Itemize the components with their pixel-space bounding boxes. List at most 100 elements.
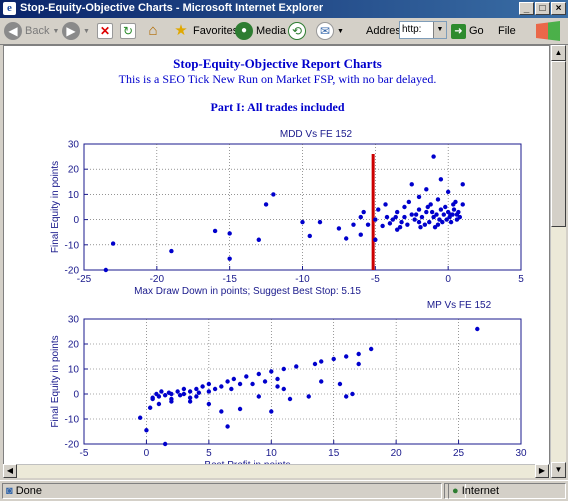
back-dropdown-icon[interactable]: ▼ <box>52 28 59 35</box>
data-point <box>446 190 450 194</box>
data-point <box>227 256 231 260</box>
data-point <box>257 238 261 242</box>
data-point <box>250 382 254 386</box>
data-point <box>436 197 440 201</box>
x-tick-label: 30 <box>515 448 527 459</box>
stop-button[interactable]: ✕ <box>97 21 116 41</box>
horizontal-scrollbar[interactable]: ◀ ▶ <box>3 464 550 478</box>
data-point <box>169 249 173 253</box>
data-point <box>399 220 403 224</box>
x-axis-label: Max Draw Down in points; Suggest Best St… <box>134 286 361 297</box>
data-point <box>307 394 311 398</box>
go-button[interactable]: ➜ Go <box>451 21 484 41</box>
y-tick-label: -20 <box>65 440 80 451</box>
data-point <box>373 238 377 242</box>
data-point <box>443 205 447 209</box>
data-point <box>225 379 229 383</box>
go-label: Go <box>469 25 484 37</box>
data-point <box>294 364 298 368</box>
data-point <box>332 357 336 361</box>
close-button[interactable]: × <box>551 2 566 15</box>
data-point <box>225 424 229 428</box>
data-point <box>154 392 158 396</box>
scroll-thumb[interactable] <box>551 61 566 227</box>
scroll-left-button[interactable]: ◀ <box>3 464 17 478</box>
data-point <box>359 233 363 237</box>
scroll-up-button[interactable]: ▲ <box>551 45 566 61</box>
forward-arrow-icon: ▶ <box>62 22 80 40</box>
chart-title: MDD Vs FE 152 <box>280 129 353 140</box>
data-point <box>169 399 173 403</box>
data-point <box>418 225 422 229</box>
address-input[interactable]: http: ▼ <box>399 21 447 39</box>
data-point <box>319 359 323 363</box>
y-tick-label: -10 <box>65 240 80 251</box>
data-point <box>282 387 286 391</box>
y-axis-label: Final Equity in points <box>50 335 61 427</box>
file-menu[interactable]: File <box>498 21 516 41</box>
data-point <box>257 372 261 376</box>
y-tick-label: 10 <box>68 190 80 201</box>
data-point <box>238 382 242 386</box>
data-point <box>157 402 161 406</box>
data-point <box>359 215 363 219</box>
data-point <box>319 379 323 383</box>
window-title-bar: e Stop-Equity-Objective Charts - Microso… <box>0 0 568 18</box>
data-point <box>178 393 182 397</box>
scroll-right-button[interactable]: ▶ <box>535 464 549 478</box>
data-point <box>269 369 273 373</box>
data-point <box>475 327 479 331</box>
refresh-icon: ↻ <box>120 23 136 39</box>
data-point <box>439 177 443 181</box>
y-tick-label: 0 <box>73 215 79 226</box>
data-point <box>197 391 201 395</box>
history-button[interactable]: ⟲ <box>288 21 309 41</box>
data-point <box>417 220 421 224</box>
data-point <box>104 268 108 272</box>
data-point <box>144 428 148 432</box>
data-point <box>424 187 428 191</box>
data-point <box>227 231 231 235</box>
data-point <box>337 226 341 230</box>
back-label: Back <box>25 25 49 37</box>
forward-button[interactable]: ▶ ▼ <box>62 21 90 41</box>
data-point <box>344 394 348 398</box>
x-tick-label: 25 <box>453 448 465 459</box>
zone-pane: ● Internet <box>448 483 566 499</box>
mail-button[interactable]: ✉ ▼ <box>316 21 344 41</box>
data-point <box>188 399 192 403</box>
mail-dropdown-icon[interactable]: ▼ <box>337 28 344 35</box>
address-dropdown-icon[interactable]: ▼ <box>433 22 446 38</box>
data-point <box>461 202 465 206</box>
data-point <box>395 210 399 214</box>
forward-dropdown-icon[interactable]: ▼ <box>83 28 90 35</box>
maximize-button[interactable]: □ <box>535 2 550 15</box>
y-tick-label: -10 <box>65 415 80 426</box>
chart-0: -25 -20 -15 -10 -5 0 5-20-100102030MDD Vs FE 1… <box>50 129 524 297</box>
windows-logo-icon <box>536 21 560 41</box>
home-button[interactable]: ⌂ <box>144 21 165 41</box>
data-point <box>369 347 373 351</box>
data-point <box>410 212 414 216</box>
favorites-button[interactable]: ★ Favorites <box>172 21 238 41</box>
data-point <box>410 182 414 186</box>
refresh-button[interactable]: ↻ <box>120 21 139 41</box>
vertical-scrollbar[interactable]: ▲ ▼ <box>550 45 566 478</box>
x-tick-label: -5 <box>371 274 380 285</box>
data-point <box>269 409 273 413</box>
data-point <box>383 202 387 206</box>
media-button[interactable]: ● Media <box>235 21 286 41</box>
minimize-button[interactable]: _ <box>519 2 534 15</box>
data-point <box>442 212 446 216</box>
data-point <box>271 192 275 196</box>
x-tick-label: 5 <box>206 448 212 459</box>
scroll-down-button[interactable]: ▼ <box>551 462 566 478</box>
data-point <box>376 207 380 211</box>
back-button[interactable]: ◀ Back ▼ <box>4 21 59 41</box>
data-point <box>175 389 179 393</box>
ie-app-icon: e <box>3 2 16 15</box>
data-point <box>417 195 421 199</box>
chart-1: -5051015202530-20-100102030MP Vs FE 152B… <box>50 300 527 471</box>
data-point <box>167 391 171 395</box>
data-point <box>402 205 406 209</box>
